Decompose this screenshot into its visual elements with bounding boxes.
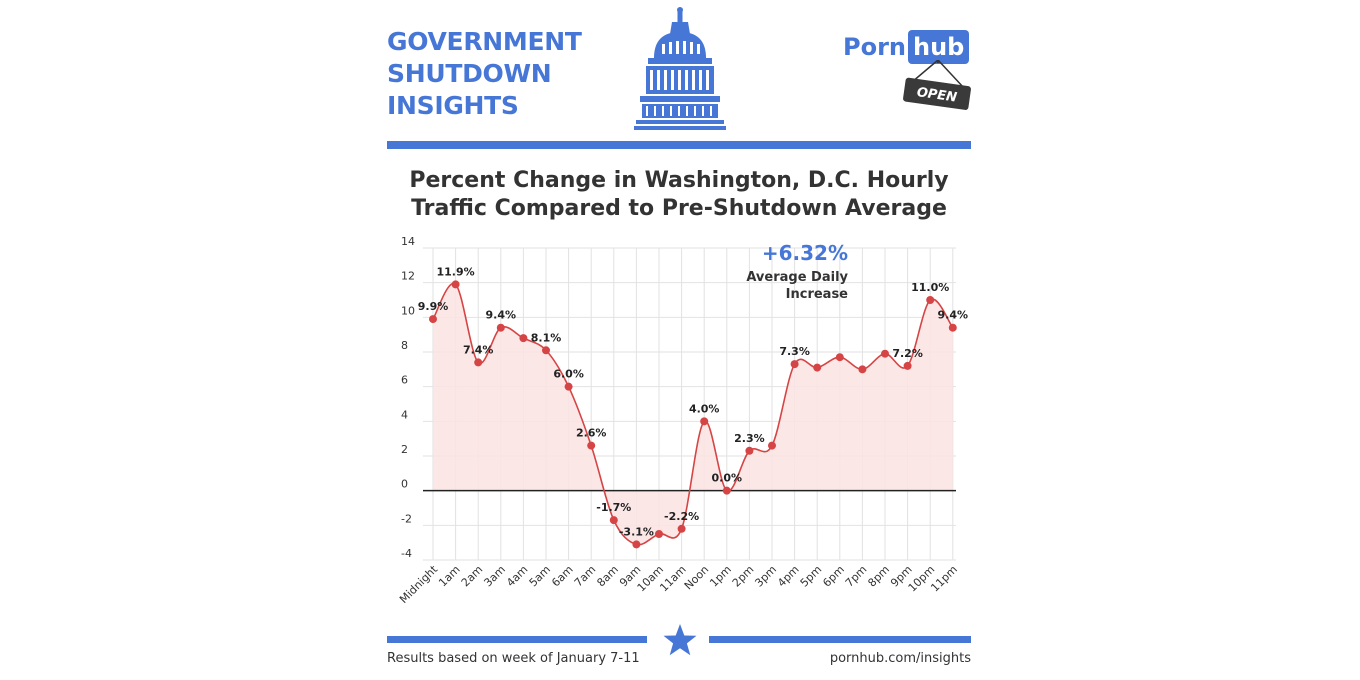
data-point (881, 349, 889, 358)
x-tick-label: 1pm (707, 563, 734, 590)
data-label: 7.3% (779, 345, 810, 358)
brand-logo-text: Porn (843, 33, 906, 61)
data-point (722, 486, 731, 495)
header-title-line: SHUTDOWN (387, 59, 552, 88)
x-tick-label: 6pm (820, 563, 847, 590)
data-label: 7.4% (463, 343, 494, 356)
x-tick-label: Noon (682, 563, 711, 592)
header-divider (387, 141, 971, 149)
data-point (745, 446, 754, 455)
data-label: -2.2% (664, 510, 699, 523)
x-tick-label: 5pm (798, 563, 825, 590)
data-label: 8.1% (531, 331, 562, 344)
chart-title-line: Percent Change in Washington, D.C. Hourl… (409, 168, 949, 193)
chart-title: Percent Change in Washington, D.C. Hourl… (387, 167, 971, 223)
data-point (700, 417, 709, 426)
data-label: -1.7% (596, 501, 631, 514)
y-tick-label: 14 (401, 235, 415, 248)
y-tick-label: 0 (401, 478, 408, 491)
capitol-dome-icon (634, 7, 726, 130)
data-label: 0.0% (712, 472, 743, 485)
x-tick-label: 6am (549, 563, 575, 589)
y-tick-label: 10 (401, 304, 415, 317)
data-point (429, 315, 437, 324)
data-point (632, 540, 641, 549)
data-label: 11.9% (437, 265, 475, 278)
x-tick-label: 4am (504, 563, 530, 589)
x-tick-label: 8am (594, 563, 620, 589)
x-tick-label: Midnight (397, 562, 440, 605)
data-label: 7.2% (892, 347, 923, 360)
x-tick-label: 8pm (865, 563, 892, 590)
data-label: -3.1% (619, 525, 654, 538)
data-label: 9.4% (486, 309, 517, 322)
chart-area-fill (433, 283, 953, 545)
data-point (609, 516, 618, 525)
y-tick-label: 8 (401, 339, 408, 352)
data-point (496, 323, 505, 332)
data-label: 9.9% (418, 300, 449, 313)
data-point (790, 360, 799, 369)
data-point (542, 346, 550, 355)
data-point (474, 358, 483, 367)
x-tick-label: 4pm (775, 563, 802, 590)
y-tick-label: 4 (401, 408, 408, 421)
chart-title-line: Traffic Compared to Pre-Shutdown Average (411, 196, 947, 221)
data-point (926, 296, 935, 304)
average-increase-value: +6.32% (761, 241, 848, 265)
x-tick-label: 1am (436, 563, 462, 589)
open-sign-text: OPEN (916, 85, 958, 105)
data-point (903, 361, 912, 370)
data-point (451, 280, 460, 289)
data-point (587, 441, 596, 450)
x-tick-label: 3pm (752, 563, 779, 590)
y-tick-label: 12 (401, 270, 415, 283)
brand-logo: Porn hub (843, 30, 970, 66)
brand-logo-badge: hub (908, 30, 970, 64)
data-label: 11.0% (911, 281, 949, 294)
data-point (519, 334, 528, 343)
x-tick-label: 2pm (730, 563, 757, 590)
star-icon (663, 624, 697, 656)
y-tick-label: -2 (401, 512, 412, 525)
x-tick-label: 5am (527, 563, 553, 589)
data-point (858, 365, 867, 374)
footer-divider-left (387, 636, 647, 643)
average-increase-label-line: Average Daily (746, 270, 848, 285)
average-increase-label-line: Increase (785, 287, 848, 302)
header-title-line: INSIGHTS (387, 91, 519, 120)
y-tick-label: 6 (401, 374, 408, 387)
x-tick-label: 7pm (843, 563, 870, 590)
data-point (768, 441, 776, 450)
x-tick-label: 3am (481, 563, 507, 589)
footnote: Results based on week of January 7-11 (387, 651, 640, 666)
y-tick-label: -4 (401, 547, 412, 560)
y-tick-label: 2 (401, 443, 408, 456)
data-point (813, 363, 822, 372)
x-tick-label: 2am (459, 563, 485, 589)
open-sign-icon: OPEN (903, 60, 971, 110)
data-label: 6.0% (553, 368, 584, 381)
data-point (835, 353, 844, 362)
x-tick-label: 11pm (928, 563, 960, 595)
data-point (948, 323, 957, 332)
x-tick-label: 7am (572, 563, 598, 589)
data-label: 9.4% (938, 309, 969, 322)
source-link[interactable]: pornhub.com/insights (829, 651, 971, 666)
average-increase-label: Average Daily Increase (700, 269, 848, 303)
data-point (564, 382, 573, 391)
data-point (677, 524, 686, 533)
x-tick-label: 11am (657, 563, 688, 594)
data-point (655, 530, 663, 538)
footer-divider-right (709, 636, 971, 643)
header-title-line: GOVERNMENT (387, 27, 582, 56)
data-label: 2.3% (734, 432, 765, 445)
header-title: GOVERNMENT SHUTDOWN INSIGHTS (387, 26, 582, 122)
data-label: 4.0% (689, 402, 720, 415)
data-label: 2.6% (576, 427, 607, 440)
